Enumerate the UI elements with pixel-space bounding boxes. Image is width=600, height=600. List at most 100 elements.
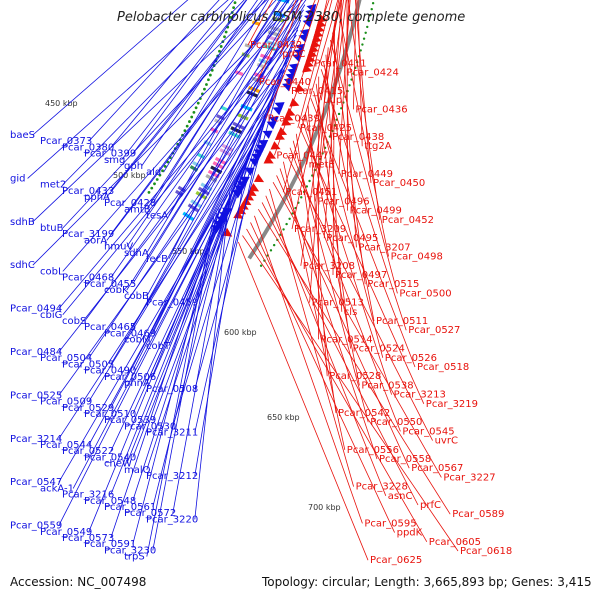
leader-line-right: [274, 0, 330, 156]
gene-label-left: Pcar_0529: [62, 403, 114, 414]
leader-line-right: [247, 0, 273, 46]
gene-label-right: Pcar_3228: [356, 482, 408, 493]
leader-line-left: [132, 0, 248, 154]
gene-label-right: Pcar_0542: [338, 408, 390, 419]
tick-dot: [223, 35, 226, 39]
leader-line-right: [242, 235, 459, 552]
feature-block: [247, 85, 261, 94]
gene-label-left: aorA: [84, 235, 107, 246]
gene-label-left: trpS: [124, 552, 145, 563]
leader-line-left: [110, 0, 263, 192]
leader-line-left: [132, 40, 296, 328]
gene-label-right: Pcar_0451: [285, 187, 337, 198]
gene-label-left: cobK: [104, 285, 129, 296]
gene-label-left: Pcar_0469: [104, 328, 156, 339]
leader-line-left: [88, 199, 226, 532]
gene-label-right: Pcar_0496: [317, 196, 369, 207]
leader-line-left: [152, 212, 217, 551]
leader-line-left: [58, 60, 289, 353]
leader-line-right: [286, 154, 433, 441]
leader-line-left: [194, 190, 231, 520]
leader-line-left: [110, 104, 273, 408]
forward-gene-arrow: [289, 98, 300, 107]
leader-line-right: [323, 0, 343, 239]
gene-label-left: Pcar_0572: [124, 508, 176, 519]
label-leader-lines: [27, 0, 459, 561]
forward-gene-arrow: [253, 173, 265, 183]
gene-label-left: Pcar_0494: [10, 304, 62, 315]
gene-label-left: Pcar_3199: [62, 229, 114, 240]
gene-label-right: Pcar_0526: [385, 353, 437, 364]
leader-line-right: [315, 0, 344, 202]
gene-label-right: Pcar_0440: [259, 77, 311, 88]
tick-dot: [196, 101, 200, 105]
gene-label-right: Pcar_0452: [382, 215, 434, 226]
tick-dot: [288, 217, 291, 220]
gene-label-left: Pcar_0559: [10, 521, 62, 532]
leader-line-right: [332, 32, 366, 285]
gene-label-left: cobM: [124, 335, 151, 346]
tick-dot: [208, 73, 212, 77]
gene-label-left: sdhB: [10, 217, 35, 228]
leader-line-right: [325, 54, 343, 312]
gene-label-left: Pcar_0547: [10, 477, 62, 488]
reverse-gene-arrow: [266, 121, 277, 130]
feature-block: [269, 25, 282, 33]
tick-dot: [308, 179, 311, 183]
leader-line-left: [32, 0, 268, 223]
gene-label-left: baeS: [10, 130, 35, 141]
leader-line-left: [32, 0, 299, 266]
reverse-gene-arrow: [272, 106, 283, 116]
genome-title: Pelobacter carbinolicus DSM 2380, comple…: [117, 10, 466, 25]
tick-dot: [300, 196, 303, 199]
tick-dot: [155, 178, 159, 181]
gene-label-left: hmuV: [104, 242, 133, 253]
tick-dot: [203, 87, 206, 91]
tick-dot: [224, 30, 228, 34]
gene-label-left: cbiG: [40, 310, 62, 321]
leader-line-right: [250, 222, 395, 533]
leader-line-left: [58, 94, 276, 396]
gene-label-right: Pcar_0550: [370, 417, 422, 428]
gene-label-left: Pcar_0510: [84, 409, 136, 420]
feature-block: [234, 70, 244, 77]
leader-line-right: [332, 25, 335, 276]
gene-label-left: Pcar_0508: [146, 384, 198, 395]
gene-label-left: cobL: [40, 266, 64, 277]
tick-dot: [190, 115, 194, 119]
gene-label-left: malQ: [124, 465, 151, 476]
gene-label-right: Pcar_0499: [350, 206, 402, 217]
leader-line-right: [288, 0, 320, 92]
gene-label-left: Pcar_0539: [104, 415, 156, 426]
leader-line-left: [84, 34, 297, 322]
leader-line-right: [304, 112, 360, 386]
leader-line-left: [194, 157, 248, 477]
gene-label-right: Pcar_3209: [294, 224, 346, 235]
leader-line-left: [141, 0, 258, 167]
leader-line-left: [110, 171, 241, 495]
gene-label-right: Pcar_0439: [268, 114, 320, 125]
gene-label-right: Pcar_0558: [379, 454, 431, 465]
leader-line-left: [168, 0, 289, 216]
forward-gene-arrow: [222, 227, 233, 237]
gene-label-left: Pcar_3216: [62, 490, 114, 501]
tick-dot: [366, 25, 369, 29]
tick-dot: [361, 43, 364, 46]
gene-label-right: Pcar_3208: [303, 261, 355, 272]
gene-label-left: Pcar_3230: [104, 545, 156, 556]
gene-label-right: Pcar_0518: [417, 362, 469, 373]
leader-line-right: [320, 69, 407, 331]
leader-line-right: [279, 0, 302, 55]
leader-line-left: [62, 0, 303, 272]
gene-label-right: uup: [323, 95, 342, 106]
gene-label-left: Pcar_0433: [62, 186, 114, 197]
gene-label-left: amtB: [124, 204, 151, 215]
leader-line-right: [301, 119, 392, 395]
leader-line-right: [254, 215, 363, 524]
leader-line-left: [126, 9, 304, 291]
gene-label-left: btuB: [40, 223, 64, 234]
gene-label-right: Pcar_0515: [367, 279, 419, 290]
gene-label-left: Pcar_0455: [84, 279, 136, 290]
gene-label-left: Pcar_0459: [146, 297, 198, 308]
leader-line-right: [265, 0, 316, 119]
